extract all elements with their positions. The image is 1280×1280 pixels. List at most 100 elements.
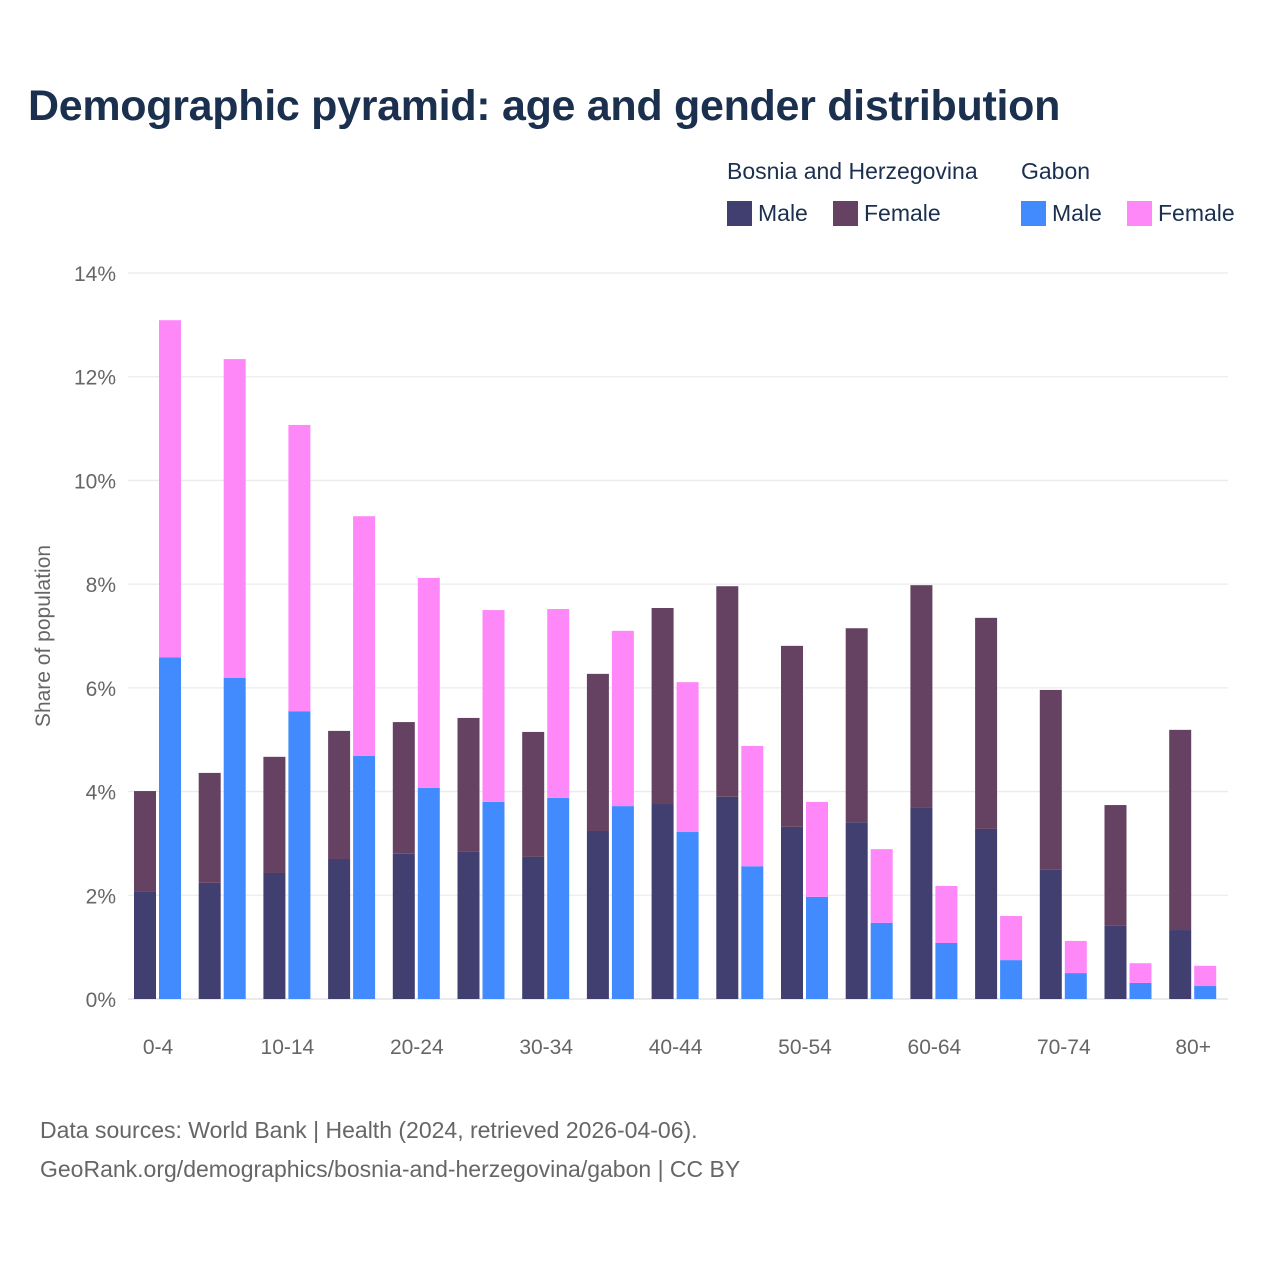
bar-gabon-male-65-69[interactable] — [1000, 960, 1023, 999]
legend-swatch — [727, 201, 752, 226]
bar-gabon-male-30-34[interactable] — [547, 797, 570, 999]
bar-bosnia-and-herzegovina-male-35-39[interactable] — [586, 830, 609, 999]
y-tick-label: 2% — [86, 885, 116, 908]
bar-gabon-male-55-59[interactable] — [870, 922, 893, 999]
bar-bosnia-and-herzegovina-female-75-79[interactable] — [1104, 805, 1127, 926]
y-tick-label: 0% — [86, 989, 116, 1012]
legend-item-gabon-male[interactable]: Male — [1021, 200, 1102, 227]
bar-bosnia-and-herzegovina-female-45-49[interactable] — [716, 586, 739, 797]
legend-item-bosnia-male[interactable]: Male — [727, 200, 808, 227]
bar-bosnia-and-herzegovina-female-15-19[interactable] — [328, 730, 351, 859]
bar-bosnia-and-herzegovina-female-25-29[interactable] — [457, 717, 480, 852]
bar-bosnia-and-herzegovina-male-70-74[interactable] — [1039, 869, 1062, 999]
y-tick-label: 14% — [74, 263, 116, 286]
legend-label: Male — [1052, 200, 1102, 226]
bar-bosnia-and-herzegovina-female-0-4[interactable] — [134, 791, 156, 892]
bar-bosnia-and-herzegovina-female-50-54[interactable] — [781, 645, 803, 827]
chart-title: Demographic pyramid: age and gender dist… — [28, 82, 1061, 130]
y-tick-label: 12% — [74, 367, 116, 390]
bar-bosnia-and-herzegovina-female-65-69[interactable] — [975, 617, 998, 829]
x-tick-label: 60-64 — [908, 1036, 962, 1059]
bar-gabon-male-5-9[interactable] — [223, 678, 246, 999]
bar-bosnia-and-herzegovina-male-55-59[interactable] — [845, 822, 868, 999]
bar-gabon-female-20-24[interactable] — [417, 577, 440, 788]
bar-bosnia-and-herzegovina-female-60-64[interactable] — [910, 585, 933, 808]
bar-gabon-female-0-4[interactable] — [159, 320, 181, 658]
bar-bosnia-and-herzegovina-male-65-69[interactable] — [975, 828, 998, 999]
x-tick-label: 70-74 — [1037, 1036, 1091, 1059]
x-tick-label: 10-14 — [261, 1036, 315, 1059]
bar-gabon-female-5-9[interactable] — [223, 359, 246, 679]
bar-bosnia-and-herzegovina-female-10-14[interactable] — [263, 756, 286, 873]
legend-item-bosnia-female[interactable]: Female — [833, 200, 941, 227]
bar-gabon-male-25-29[interactable] — [482, 801, 505, 999]
bar-bosnia-and-herzegovina-male-60-64[interactable] — [910, 807, 933, 999]
legend-swatch — [1127, 201, 1152, 226]
x-tick-label: 20-24 — [390, 1036, 444, 1059]
legend-group-gabon: Gabon — [1021, 158, 1091, 184]
bar-gabon-female-60-64[interactable] — [935, 885, 958, 943]
bar-gabon-male-75-79[interactable] — [1129, 982, 1152, 999]
bar-gabon-male-80+[interactable] — [1194, 986, 1217, 999]
bar-bosnia-and-herzegovina-female-40-44[interactable] — [651, 607, 674, 805]
bar-gabon-female-45-49[interactable] — [741, 745, 764, 867]
bar-bosnia-and-herzegovina-female-35-39[interactable] — [586, 673, 609, 831]
bar-gabon-male-10-14[interactable] — [288, 711, 311, 999]
bar-gabon-female-70-74[interactable] — [1064, 940, 1087, 974]
bar-gabon-female-55-59[interactable] — [870, 849, 893, 923]
bar-gabon-female-35-39[interactable] — [611, 630, 634, 807]
y-tick-label: 4% — [86, 782, 116, 805]
bar-bosnia-and-herzegovina-male-20-24[interactable] — [392, 853, 415, 999]
bar-gabon-female-65-69[interactable] — [1000, 916, 1023, 961]
bar-gabon-female-40-44[interactable] — [676, 682, 699, 833]
bar-bosnia-and-herzegovina-male-25-29[interactable] — [457, 851, 480, 999]
bar-gabon-male-45-49[interactable] — [741, 866, 764, 999]
bar-gabon-male-35-39[interactable] — [611, 806, 634, 999]
legend-item-gabon-female[interactable]: Female — [1127, 200, 1235, 227]
legend-label: Female — [1158, 200, 1235, 226]
legend-label: Female — [864, 200, 941, 226]
bar-bosnia-and-herzegovina-male-15-19[interactable] — [328, 858, 351, 999]
bar-gabon-male-0-4[interactable] — [159, 657, 181, 999]
bar-bosnia-and-herzegovina-male-0-4[interactable] — [134, 891, 156, 999]
bar-gabon-female-25-29[interactable] — [482, 610, 505, 802]
bar-bosnia-and-herzegovina-male-10-14[interactable] — [263, 872, 286, 999]
bar-gabon-male-70-74[interactable] — [1064, 973, 1087, 999]
bar-gabon-female-10-14[interactable] — [288, 424, 311, 712]
x-tick-label: 40-44 — [649, 1036, 703, 1059]
bar-gabon-male-50-54[interactable] — [806, 896, 828, 999]
legend-swatch — [1021, 201, 1046, 226]
bar-bosnia-and-herzegovina-female-30-34[interactable] — [522, 731, 545, 857]
bar-bosnia-and-herzegovina-male-5-9[interactable] — [198, 882, 221, 999]
bar-gabon-female-75-79[interactable] — [1129, 963, 1152, 983]
y-tick-label: 10% — [74, 470, 116, 493]
bar-bosnia-and-herzegovina-female-20-24[interactable] — [392, 722, 415, 854]
bar-bosnia-and-herzegovina-female-70-74[interactable] — [1039, 689, 1062, 870]
bar-gabon-male-40-44[interactable] — [676, 832, 699, 999]
bar-bosnia-and-herzegovina-male-75-79[interactable] — [1104, 925, 1127, 999]
x-tick-label: 0-4 — [143, 1036, 174, 1059]
bar-bosnia-and-herzegovina-male-80+[interactable] — [1169, 930, 1192, 999]
x-tick-label: 80+ — [1175, 1036, 1211, 1059]
footer-source: Data sources: World Bank | Health (2024,… — [40, 1117, 698, 1143]
footer-link[interactable]: GeoRank.org/demographics/bosnia-and-herz… — [40, 1156, 741, 1182]
bar-gabon-female-80+[interactable] — [1194, 965, 1217, 987]
bar-gabon-female-15-19[interactable] — [353, 516, 376, 756]
bar-gabon-female-50-54[interactable] — [806, 801, 828, 897]
legend-group-bosnia: Bosnia and Herzegovina — [727, 158, 978, 184]
bar-bosnia-and-herzegovina-female-55-59[interactable] — [845, 628, 868, 823]
bar-bosnia-and-herzegovina-female-80+[interactable] — [1169, 729, 1192, 931]
bar-bosnia-and-herzegovina-male-50-54[interactable] — [781, 826, 803, 999]
bar-gabon-male-60-64[interactable] — [935, 942, 958, 999]
bar-bosnia-and-herzegovina-male-45-49[interactable] — [716, 796, 739, 999]
legend-swatch — [833, 201, 858, 226]
bar-bosnia-and-herzegovina-male-30-34[interactable] — [522, 856, 545, 999]
bar-gabon-female-30-34[interactable] — [547, 609, 570, 798]
y-tick-label: 6% — [86, 678, 116, 701]
bar-gabon-male-15-19[interactable] — [353, 755, 376, 999]
y-axis-label: Share of population — [32, 545, 55, 727]
bar-gabon-male-20-24[interactable] — [417, 787, 440, 999]
bar-bosnia-and-herzegovina-female-5-9[interactable] — [198, 772, 221, 883]
bar-bosnia-and-herzegovina-male-40-44[interactable] — [651, 804, 674, 999]
